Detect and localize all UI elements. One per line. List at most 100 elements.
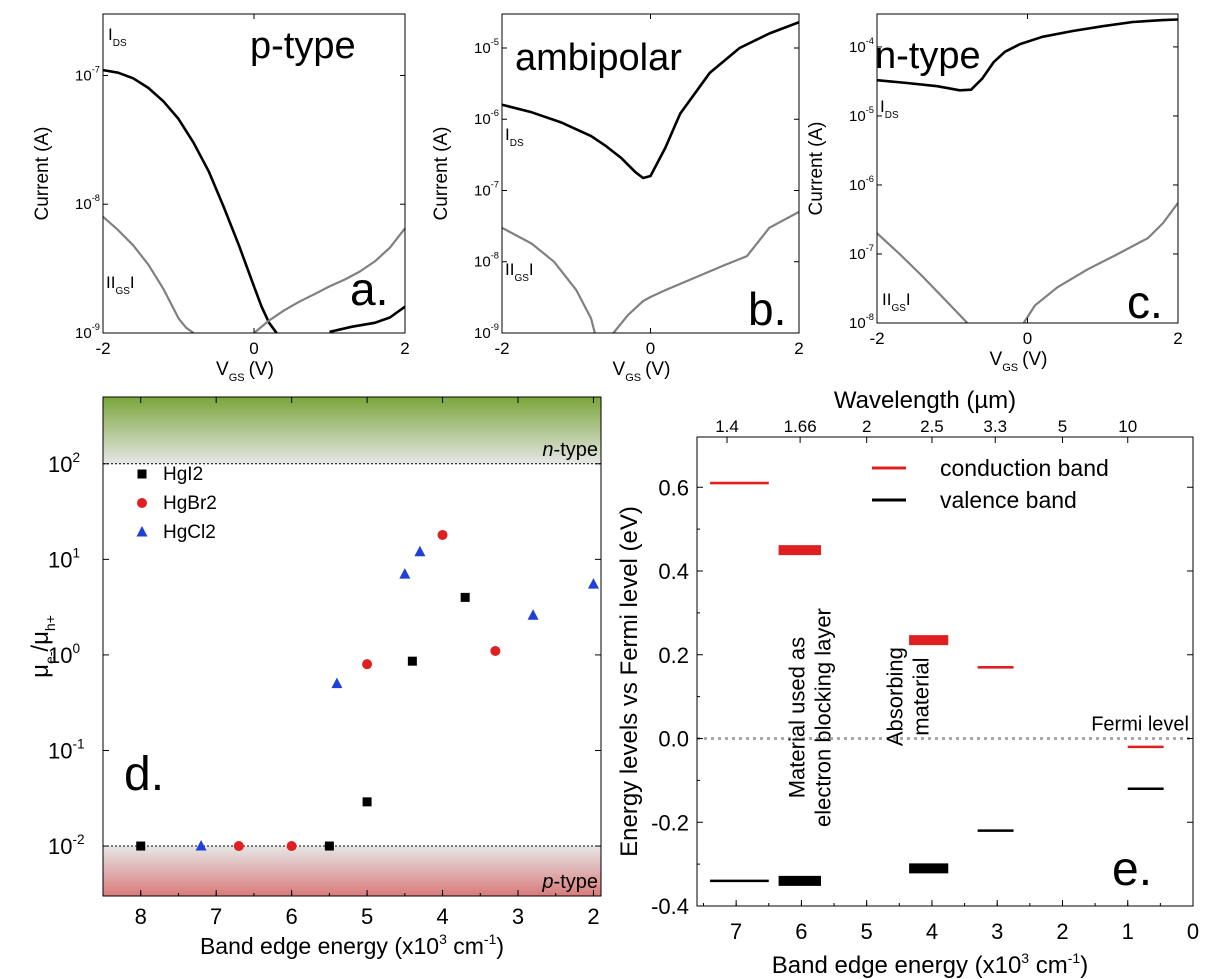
point-hgi2 [136, 841, 146, 851]
annotation-line: Absorbing [883, 647, 908, 746]
plot-frame [102, 396, 602, 897]
y-tick-label: 102 [48, 450, 80, 477]
y-tick-label-exp: -2 [72, 832, 84, 847]
y-tick-label-base: 10 [849, 246, 866, 263]
ids-label-main: I [880, 97, 885, 116]
x-label-text: Band edge energy (x10 [200, 933, 439, 959]
y-tick-label-base: 10 [474, 40, 491, 57]
series-igs-right-line [1022, 202, 1178, 323]
point-hgcl2 [587, 578, 599, 589]
point-hgi2 [460, 592, 470, 602]
point-hgbr2 [490, 645, 501, 656]
point-hgbr2 [233, 841, 244, 852]
x-tick-label: 3 [991, 919, 1003, 944]
y-tick-label: 0.0 [658, 727, 689, 752]
legend-marker-hgi2 [137, 469, 147, 479]
y-tick-label-base: 10 [48, 643, 72, 668]
ids-label-sub: DS [510, 138, 524, 149]
igs-label-sub: GS [514, 273, 529, 284]
panel-letter: b. [748, 283, 786, 335]
y-tick-label-exp: -5 [491, 37, 499, 47]
point-hgi2 [324, 841, 334, 851]
series-group [877, 18, 1178, 323]
point-hgcl2 [399, 568, 411, 579]
y-tick-label-base: 10 [474, 182, 491, 199]
series-group [502, 20, 799, 333]
x-tick-label: 2 [1056, 919, 1068, 944]
y-tick-label-base: 10 [48, 738, 72, 763]
legend-label-hgcl2: HgCl2 [163, 522, 216, 543]
y-tick-label: 0.4 [658, 559, 689, 584]
y-tick-label-exp: -7 [92, 64, 100, 74]
y-tick-label-exp: 0 [72, 641, 80, 656]
panel-title: p-type [250, 25, 356, 67]
igs-label-main: II [505, 260, 514, 279]
top-tick-label: 1.66 [784, 417, 817, 436]
y-axis-label: Current (A) [32, 127, 53, 221]
y-tick-label-base: 10 [849, 39, 866, 56]
igs-label-sub: GS [891, 303, 906, 314]
region-label-suffix: -type [554, 871, 598, 893]
y-tick-label: 10-7 [75, 64, 100, 84]
panel-letter: c. [1127, 276, 1163, 328]
x-label-sup: 3 [439, 931, 447, 947]
y-tick-label-exp: -7 [491, 179, 499, 189]
y-tick-label-exp: -9 [92, 322, 100, 332]
y-tick-label: 10-1 [48, 736, 85, 763]
point-hgi2 [362, 797, 372, 807]
annotation-line: material [909, 658, 934, 736]
y-tick-label-base: 10 [75, 196, 92, 213]
x-tick-label: 6 [795, 919, 807, 944]
panel-letter: e. [1112, 843, 1152, 896]
series-igs-line [103, 215, 195, 333]
y-tick-label: 10-7 [849, 243, 874, 263]
ids-label-main: I [505, 125, 510, 144]
igs-label-main: II [106, 273, 115, 292]
y-tick-label-exp: 2 [72, 450, 80, 465]
igs-label-main: II [882, 290, 891, 309]
y-tick-label: 101 [48, 545, 80, 572]
top-axis-label: Wavelength (µm) [834, 387, 1016, 414]
x-tick-label: 0 [249, 339, 258, 358]
y-tick-label-exp: -8 [92, 193, 100, 203]
x-axis-label-main: V [990, 349, 1003, 370]
region-label-italic: n [542, 439, 553, 461]
x-label-close: ) [1080, 952, 1088, 979]
point-hgbr2 [286, 841, 297, 852]
point-hgcl2 [527, 609, 539, 620]
legend-label-hgi2: HgI2 [163, 464, 203, 485]
point-hgcl2 [331, 677, 343, 689]
y-tick-label: -0.2 [651, 810, 689, 835]
x-tick-label: 0 [1023, 329, 1032, 348]
point-hgi2 [407, 656, 417, 666]
x-label-close: ) [496, 933, 504, 959]
fermi-level-label: Fermi level [1091, 714, 1189, 736]
legend-marker-hgbr2 [137, 498, 147, 508]
y-label-slash: /μ [27, 631, 54, 652]
ids-label: IDS [108, 25, 127, 49]
y-tick-label-exp: -1 [72, 736, 84, 751]
point-hgcl2 [195, 840, 207, 851]
point-hgbr2 [437, 529, 448, 540]
x-tick-label: 7 [730, 919, 742, 944]
legend-marker-hgcl2 [136, 526, 148, 537]
panel-letter: d. [124, 748, 164, 801]
y-label-e: e- [42, 651, 58, 664]
igs-label-end: I [906, 290, 911, 309]
annotation-1: Absorbingmaterial [883, 647, 934, 746]
panel-letter: a. [350, 263, 388, 315]
x-tick-label: -2 [869, 329, 884, 348]
x-tick-label: 5 [361, 904, 373, 929]
x-tick-label: 5 [861, 919, 873, 944]
region-label-type: p-type [541, 871, 598, 893]
x-label-sup: 3 [1021, 950, 1029, 966]
series-igs-right-line [253, 227, 405, 333]
igs-label-end: I [529, 260, 534, 279]
top-tick-label: 3.3 [983, 417, 1007, 436]
region-label-type: n-type [542, 439, 598, 461]
y-tick-label-exp: -4 [866, 36, 874, 46]
x-axis-label-sub: GS [1002, 362, 1018, 374]
